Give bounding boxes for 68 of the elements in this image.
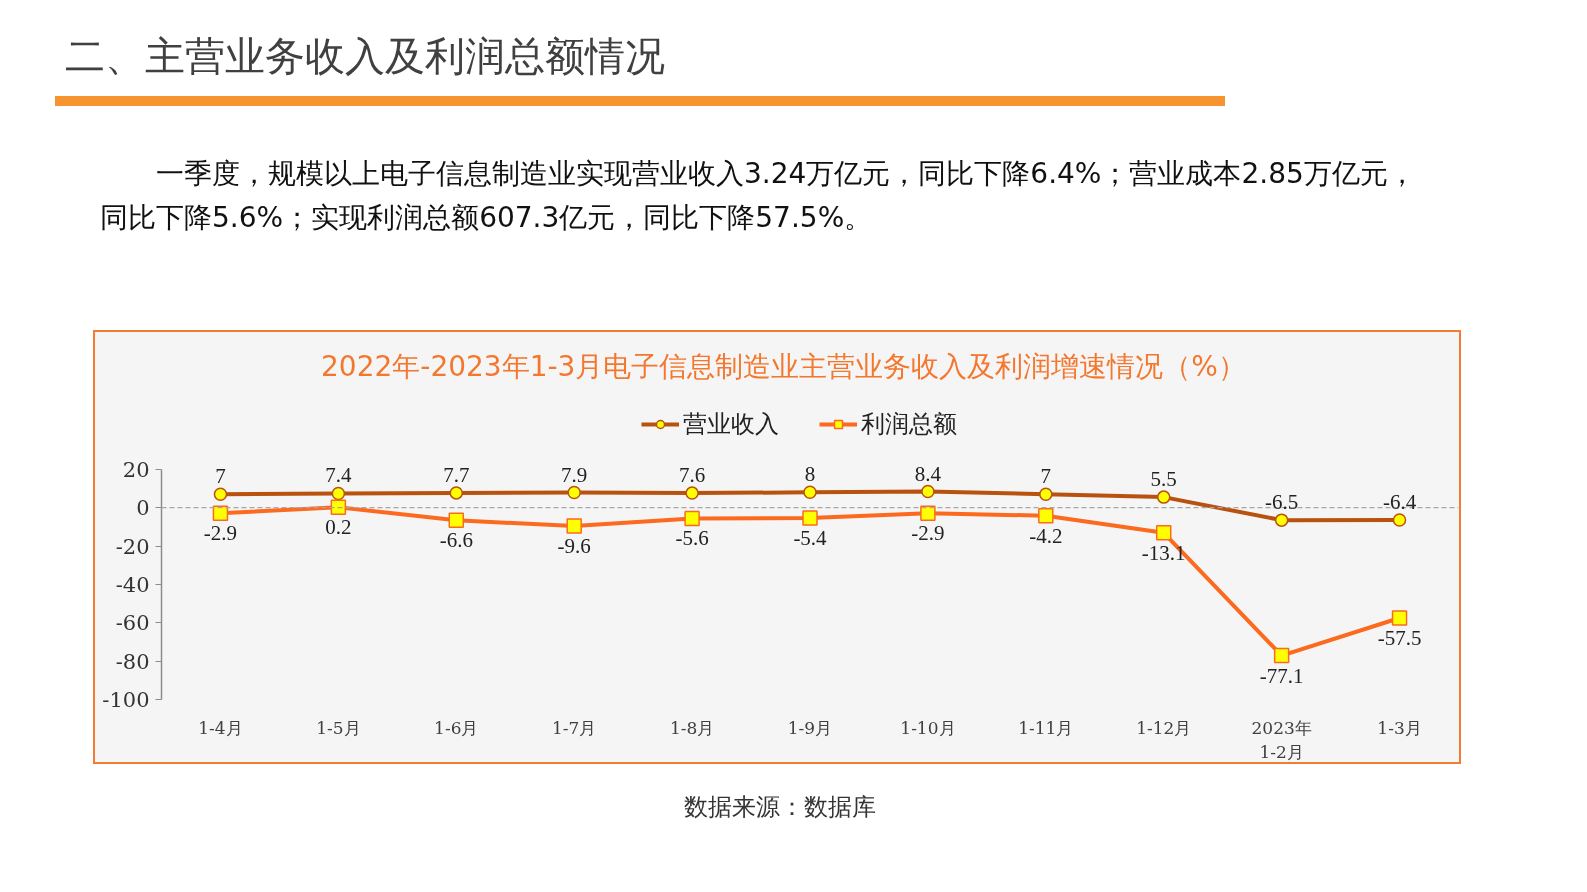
data-label: 0.2 (325, 515, 352, 540)
point (1038, 507, 1054, 524)
point (1391, 610, 1408, 626)
data-label: 7.6 (678, 463, 706, 488)
point (685, 486, 699, 500)
x-tick-label: 1-3月 (1377, 717, 1422, 738)
point (1155, 525, 1172, 541)
point (1039, 487, 1053, 501)
x-tick-label: 1-8月 (669, 717, 715, 738)
text: 一季度，规模以上电子信息制造业实现营业收入3.24万亿元，同比下降6.4%；营业成本2.85万亿元，同比下降5.6%；实现利润总额607.3亿元，同比下降57.5%。 (100, 156, 1417, 236)
x-tick-label: 1-10月 (900, 717, 956, 738)
point (330, 499, 347, 516)
y-tick-label: -40 (115, 572, 150, 597)
x-tick-label: 1-4月 (198, 717, 243, 738)
point (1274, 513, 1289, 527)
data-label: -77.1 (1259, 663, 1304, 688)
data-label: 7 (215, 464, 226, 489)
x-tick-label: 1-6月 (434, 717, 479, 738)
x-tick-label: 1-9月 (787, 717, 833, 738)
point (566, 518, 582, 534)
point (920, 505, 936, 521)
point (1273, 647, 1290, 664)
point (213, 487, 228, 501)
text: 二、主营业务收入及利润总额情况 (64, 32, 666, 79)
point (1392, 513, 1407, 527)
data-label: -2.9 (911, 521, 945, 546)
y-tick-label: -100 (102, 688, 150, 712)
point (802, 510, 818, 526)
legend-label: 营业收入 (683, 409, 779, 440)
data-label: 7.4 (325, 463, 352, 488)
source-note: 数据来源：数据库 (683, 792, 877, 823)
x-tick-label: 1-12月 (1136, 717, 1192, 738)
data-label: -6.4 (1382, 489, 1417, 514)
point (803, 485, 817, 500)
y-tick-label: -60 (115, 611, 150, 636)
x-tick-label: 2023年 1-2月 (1251, 717, 1312, 762)
point (449, 486, 464, 500)
data-label: 8 (804, 462, 816, 487)
point (331, 486, 346, 501)
data-label: -13.1 (1141, 540, 1186, 565)
x-tick-label: 1-5月 (316, 717, 361, 738)
data-label: 7 (1040, 464, 1052, 489)
data-label: -9.6 (557, 534, 591, 559)
data-label: -4.2 (1029, 523, 1063, 548)
y-tick-label: 0 (136, 496, 150, 521)
data-label: -57.5 (1377, 625, 1422, 650)
point (212, 505, 229, 521)
data-label: -6.5 (1265, 490, 1299, 515)
y-tick-label: -20 (115, 534, 150, 559)
legend-label: 利润总额 (861, 409, 957, 440)
data-label: -5.6 (675, 526, 709, 551)
point (684, 510, 700, 527)
x-tick-label: 1-11月 (1018, 717, 1074, 738)
point (448, 512, 465, 529)
y-tick-label: -80 (115, 649, 150, 674)
point (1156, 490, 1171, 504)
data-label: -6.6 (439, 528, 473, 553)
data-label: 8.4 (914, 461, 942, 486)
chart-title: 2022年-2023年1-3月电子信息制造业主营业务收入及利润增速情况（%） (321, 350, 1246, 383)
point (567, 485, 581, 500)
data-label: -2.9 (203, 521, 238, 546)
point (921, 484, 935, 499)
y-tick-label: 20 (122, 457, 150, 482)
x-tick-label: 1-7月 (551, 717, 597, 738)
data-label: 7.9 (561, 462, 588, 487)
data-label: -5.4 (793, 526, 828, 551)
data-label: 7.7 (443, 462, 470, 487)
data-label: 5.5 (1150, 467, 1177, 492)
